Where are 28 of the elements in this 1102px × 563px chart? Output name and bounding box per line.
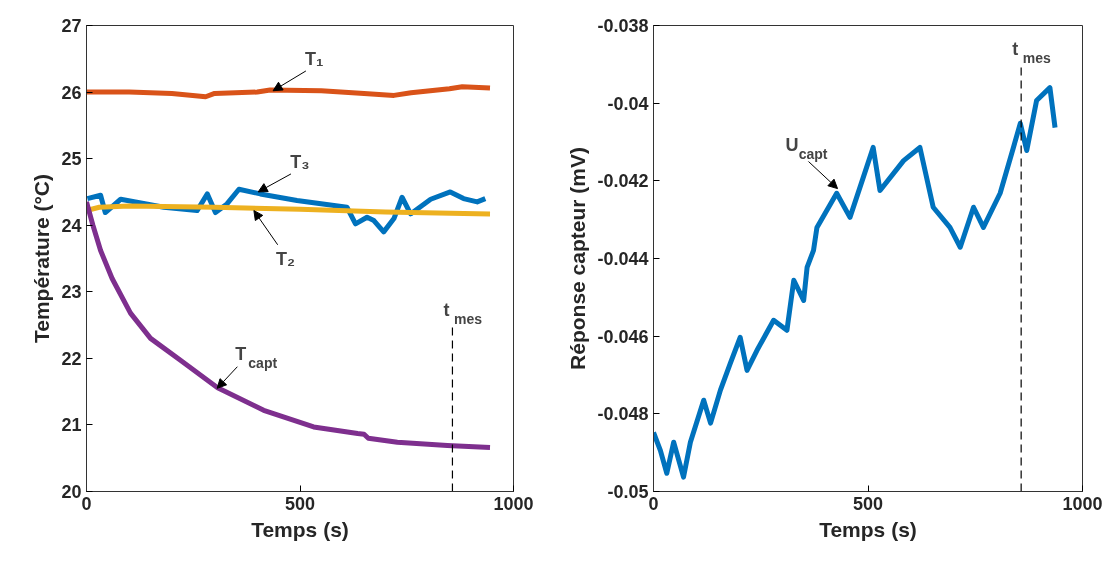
x-tick-label: 0: [648, 493, 659, 514]
x-tick-label: 500: [284, 493, 316, 514]
y-axis-title: Réponse capteur (mV): [566, 147, 590, 370]
y-tick-label: -0.05: [607, 482, 649, 502]
y-tick-label: 22: [61, 348, 82, 369]
y-tick-label: -0.042: [597, 171, 649, 192]
x-tick-label: 500: [852, 493, 884, 514]
y-tick-label: -0.044: [597, 249, 649, 269]
y-tick-label: 20: [61, 482, 82, 502]
y-tick-label: 21: [61, 415, 82, 436]
x-tick-label: 1000: [493, 493, 534, 514]
x-axis-title: Temps (s): [819, 517, 917, 541]
x-axis-title: Temps (s): [251, 517, 349, 541]
y-tick-label: 27: [61, 16, 82, 36]
x-tick-label: 0: [81, 493, 92, 514]
y-tick-label: 26: [61, 82, 82, 103]
y-tick-label: -0.04: [607, 93, 649, 114]
y-tick-label: -0.048: [597, 404, 649, 425]
annotation: T₃: [290, 151, 310, 172]
y-tick-label: -0.046: [597, 326, 649, 347]
y-tick-label: 25: [61, 149, 82, 170]
y-tick-label: -0.038: [597, 16, 649, 36]
y-axis-title: Température (°C): [30, 173, 54, 344]
y-tick-label: 23: [61, 282, 82, 303]
x-tick-label: 1000: [1062, 493, 1102, 514]
y-tick-label: 24: [61, 215, 82, 236]
annotation: T₂: [275, 248, 295, 269]
annotation: T₁: [305, 48, 324, 69]
